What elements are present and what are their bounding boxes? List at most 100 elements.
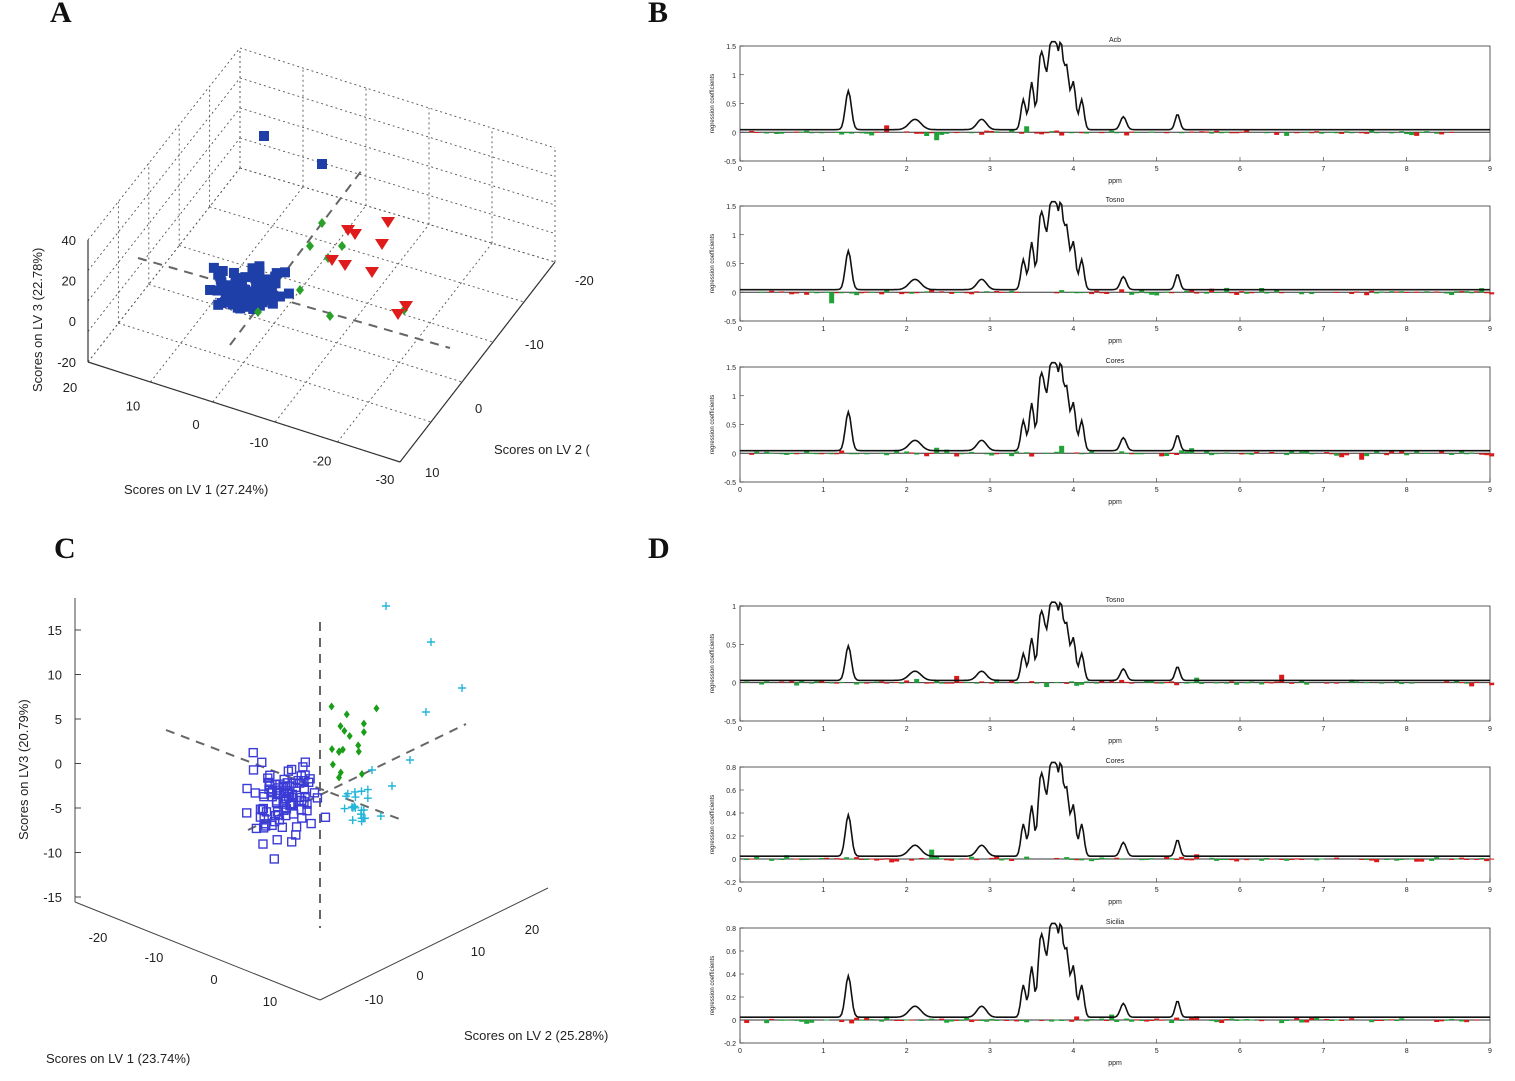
panel-d-coefficient-bar — [1414, 859, 1420, 862]
panel-d-coefficient-bar — [744, 859, 750, 860]
data-point — [247, 263, 258, 274]
panel-d-coefficient-bar — [1174, 859, 1180, 861]
panel-b-coefficient-bar — [804, 451, 810, 454]
panel-b-coefficient-bar — [954, 132, 960, 134]
data-point — [351, 803, 360, 812]
panel-b-subplot-title: Cores — [1106, 358, 1125, 365]
panel-d-coefficient-bar — [1484, 859, 1490, 862]
panel-d-subplot-title: Sicilia — [1106, 919, 1124, 926]
panel-d-coefficient-bar — [1144, 680, 1150, 683]
panel-b-coefficient-bar — [1374, 292, 1380, 294]
panel-d-coefficient-bar — [1489, 858, 1495, 860]
panel-d-coefficient-bar — [789, 681, 795, 683]
panel-b-coefficient-bar — [1039, 132, 1045, 135]
panel-b-x-tick-label: 5 — [1155, 166, 1159, 173]
panel-d-y-tick-label: 0.4 — [726, 811, 736, 818]
panel-d-coefficient-bar — [1464, 1020, 1470, 1023]
panel-d-coefficient-bar — [1104, 1020, 1110, 1021]
panel-b-x-tick-label: 0 — [738, 326, 742, 333]
panel-d-coefficient-bar — [1009, 859, 1015, 862]
data-point — [318, 218, 326, 228]
panel-b-coefficient-bar — [1484, 292, 1490, 294]
panel-d-coefficient-bar — [1454, 858, 1460, 860]
panel-d-coefficient-bar — [854, 682, 860, 685]
panel-d-coefficient-bar — [954, 675, 960, 683]
panel-d-coefficient-bar — [1029, 681, 1035, 683]
panel-b-coefficient-bar — [804, 130, 810, 133]
data-point — [208, 262, 219, 273]
data-point — [266, 289, 277, 300]
panel-d-coefficient-bar — [1339, 1020, 1345, 1021]
panel-b-coefficient-bar — [929, 452, 935, 454]
data-point — [248, 303, 259, 314]
x-tick-label: -10 — [145, 950, 164, 965]
panel-d-coefficient-bar — [1209, 857, 1215, 859]
data-point — [348, 816, 357, 825]
data-point — [269, 854, 280, 864]
data-point — [382, 602, 390, 610]
panel-b-coefficient-bar — [1129, 292, 1135, 295]
panel-d-coefficient-bar — [1289, 682, 1295, 684]
data-point — [296, 771, 306, 781]
panel-b-x-tick-label: 7 — [1321, 326, 1325, 333]
panel-d-x-tick-label: 4 — [1071, 1048, 1075, 1055]
z-tick-label: -15 — [43, 890, 62, 905]
panel-b-coefficient-bar — [1074, 452, 1080, 454]
data-point — [406, 756, 414, 764]
panel-d-coefficient-bar — [1159, 1019, 1165, 1021]
panel-b-coefficient-bar — [1329, 453, 1335, 455]
data-point — [346, 731, 353, 740]
panel-b-coefficient-bar — [894, 451, 900, 454]
panel-b-coefficient-bar — [1099, 292, 1105, 294]
panel-b-coefficient-bar — [819, 453, 825, 455]
panel-b-coefficient-bar — [1194, 292, 1200, 294]
panel-b-spectrum-line — [740, 200, 1490, 291]
panel-d-coefficient-bar — [939, 1018, 945, 1020]
data-point — [306, 241, 314, 251]
panel-b-coefficient-bar — [1179, 132, 1185, 134]
panel-d-coefficient-bar — [1429, 859, 1435, 861]
panel-d-coefficient-bar — [1419, 859, 1425, 862]
panel-d-coefficient-bar — [1014, 1020, 1020, 1022]
panel-d-coefficient-bar — [754, 856, 760, 859]
panel-d-coefficient-bar — [954, 1019, 960, 1021]
panel-d-coefficient-bar — [904, 680, 910, 683]
panel-b-coefficient-bar — [794, 453, 800, 455]
panel-label-c: C — [54, 532, 76, 565]
panel-d-coefficient-bar — [1054, 681, 1060, 683]
panel-d-coefficient-bar — [1394, 1020, 1400, 1021]
panel-d-coefficient-bar — [1179, 1019, 1185, 1021]
grid-line — [239, 167, 556, 263]
grid-line — [239, 107, 556, 206]
panel-b-ylabel: regression coefficients — [710, 395, 716, 455]
panel-b-coefficient-bar — [919, 132, 925, 134]
panel-d-coefficient-bar — [1149, 1019, 1155, 1021]
panel-b-coefficient-bar — [904, 131, 910, 133]
panel-b-x-tick-label: 1 — [821, 487, 825, 494]
panel-d-coefficient-bar — [1169, 681, 1175, 683]
panel-b-coefficient-bar — [1229, 292, 1235, 294]
data-point — [376, 812, 385, 821]
data-point — [261, 274, 272, 285]
panel-d-coefficient-bar — [804, 859, 810, 860]
panel-d-coefficient-bar — [974, 1019, 980, 1021]
panel-b-coefficient-bar — [1009, 453, 1015, 457]
z-tick-label: 0 — [55, 757, 62, 772]
data-point — [357, 787, 366, 796]
panel-b-coefficient-bar — [799, 131, 805, 133]
data-point — [355, 747, 362, 756]
panel-b-coefficient-bar — [779, 291, 785, 293]
panel-d-coefficient-bar — [964, 681, 970, 683]
panel-d-coefficient-bar — [894, 1020, 900, 1021]
panel-d-y-tick-label: -0.2 — [724, 1041, 736, 1048]
panel-b-coefficient-bar — [1349, 132, 1355, 134]
panel-b-y-tick-label: 1 — [732, 73, 736, 80]
x-tick-label: 20 — [63, 380, 77, 395]
data-point — [277, 822, 288, 833]
panel-d-coefficient-bar — [1084, 681, 1090, 683]
panel-d-coefficient-bar — [1019, 1020, 1025, 1021]
panel-d-coefficient-bar — [884, 1016, 890, 1020]
data-point — [264, 777, 274, 788]
panel-b-coefficient-bar — [954, 291, 960, 293]
panel-d-coefficient-bar — [1139, 859, 1145, 861]
